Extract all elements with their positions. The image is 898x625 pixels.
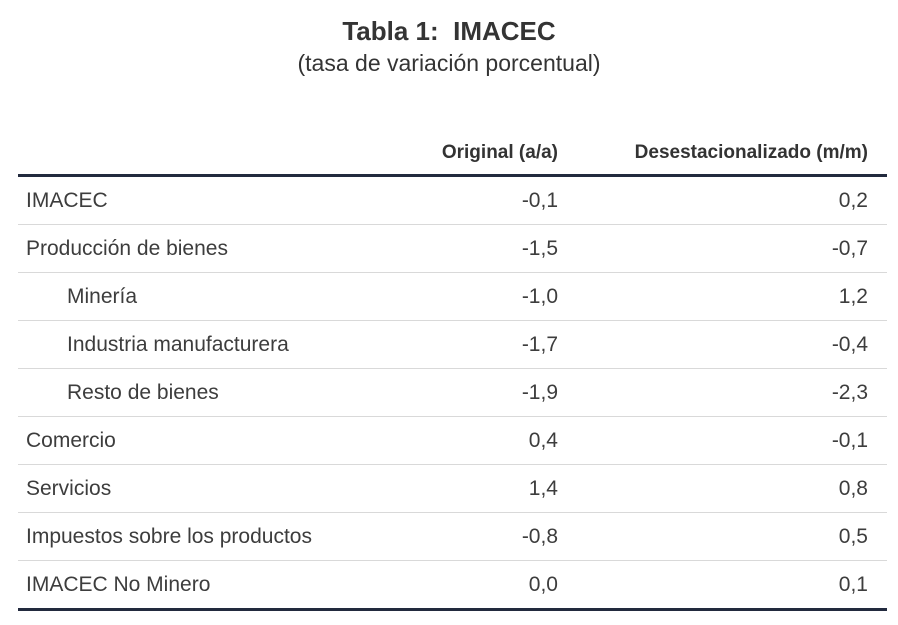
- table-row: Minería -1,0 1,2: [18, 272, 887, 321]
- row-value-original: -1,9: [418, 368, 558, 417]
- row-value-original: 0,0: [418, 560, 558, 611]
- table-row: IMACEC No Minero 0,0 0,1: [18, 560, 887, 611]
- table-row: Resto de bienes -1,9 -2,3: [18, 368, 887, 417]
- table-row: IMACEC -0,1 0,2: [18, 175, 887, 225]
- table-row: Producción de bienes -1,5 -0,7: [18, 224, 887, 273]
- row-value-original: -1,0: [418, 272, 558, 321]
- row-label: Comercio: [18, 416, 418, 465]
- table-row: Impuestos sobre los productos -0,8 0,5: [18, 512, 887, 561]
- column-header-original: Original (a/a): [418, 112, 558, 177]
- imacec-table: Original (a/a) Desestacionalizado (m/m) …: [18, 112, 887, 611]
- row-value-desestacionalizado: 0,5: [558, 512, 887, 561]
- row-label: Minería: [18, 272, 418, 321]
- row-value-desestacionalizado: -0,7: [558, 224, 887, 273]
- row-value-desestacionalizado: -0,4: [558, 320, 887, 369]
- table-subtitle: (tasa de variación porcentual): [297, 50, 601, 76]
- row-label: Producción de bienes: [18, 224, 418, 273]
- table-row: Servicios 1,4 0,8: [18, 464, 887, 513]
- row-value-desestacionalizado: 0,8: [558, 464, 887, 513]
- row-value-original: -1,7: [418, 320, 558, 369]
- table-title: Tabla 1: IMACEC: [342, 16, 556, 46]
- row-label: Resto de bienes: [18, 368, 418, 417]
- row-value-desestacionalizado: 1,2: [558, 272, 887, 321]
- table-header-row: Original (a/a) Desestacionalizado (m/m): [18, 112, 887, 177]
- row-value-original: -0,8: [418, 512, 558, 561]
- row-value-original: -0,1: [418, 175, 558, 225]
- report-page: Tabla 1: IMACEC (tasa de variación porce…: [18, 16, 887, 611]
- row-value-original: 0,4: [418, 416, 558, 465]
- row-value-desestacionalizado: 0,2: [558, 175, 887, 225]
- table-body: IMACEC -0,1 0,2 Producción de bienes -1,…: [18, 175, 887, 611]
- table-row: Industria manufacturera -1,7 -0,4: [18, 320, 887, 369]
- row-value-desestacionalizado: 0,1: [558, 560, 887, 611]
- row-label: IMACEC: [18, 175, 418, 225]
- table-row: Comercio 0,4 -0,1: [18, 416, 887, 465]
- row-label: Impuestos sobre los productos: [18, 512, 418, 561]
- row-value-original: 1,4: [418, 464, 558, 513]
- row-label: IMACEC No Minero: [18, 560, 418, 611]
- row-value-original: -1,5: [418, 224, 558, 273]
- row-label: Servicios: [18, 464, 418, 513]
- row-value-desestacionalizado: -0,1: [558, 416, 887, 465]
- column-header-label: [18, 112, 418, 177]
- row-label: Industria manufacturera: [18, 320, 418, 369]
- row-value-desestacionalizado: -2,3: [558, 368, 887, 417]
- column-header-desestacionalizado: Desestacionalizado (m/m): [558, 112, 887, 177]
